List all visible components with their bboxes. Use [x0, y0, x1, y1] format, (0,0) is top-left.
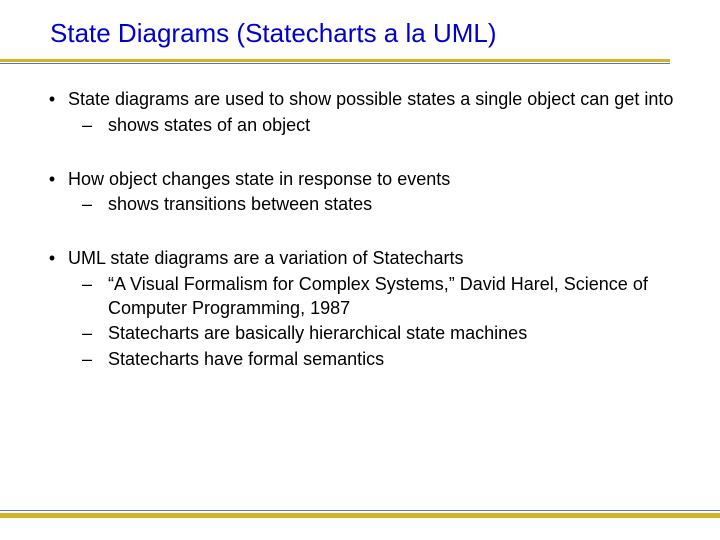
bullet-marker: • [40, 168, 64, 218]
bullet-marker: • [40, 247, 64, 372]
slide-title: State Diagrams (Statecharts a la UML) [50, 18, 720, 49]
sub-item: – Statecharts are basically hierarchical… [64, 322, 680, 346]
sub-text: shows states of an object [108, 114, 680, 138]
bullet-marker: • [40, 88, 64, 138]
sub-text: Statecharts have formal semantics [108, 348, 680, 372]
sub-item: – shows transitions between states [64, 193, 680, 217]
sub-marker: – [82, 114, 108, 138]
bullet-text: State diagrams are used to show possible… [64, 88, 680, 112]
footer-line-thick [0, 513, 720, 518]
slide-content: • State diagrams are used to show possib… [0, 64, 720, 372]
sub-marker: – [82, 322, 108, 346]
bullet-body: How object changes state in response to … [64, 168, 680, 218]
bullet-item: • State diagrams are used to show possib… [40, 88, 680, 138]
sub-text: shows transitions between states [108, 193, 680, 217]
sub-marker: – [82, 348, 108, 372]
sub-text: “A Visual Formalism for Complex Systems,… [108, 273, 680, 321]
bullet-item: • UML state diagrams are a variation of … [40, 247, 680, 372]
sub-marker: – [82, 273, 108, 321]
bullet-body: State diagrams are used to show possible… [64, 88, 680, 138]
title-area: State Diagrams (Statecharts a la UML) [0, 0, 720, 64]
bullet-item: • How object changes state in response t… [40, 168, 680, 218]
bullet-text: UML state diagrams are a variation of St… [64, 247, 680, 271]
sub-marker: – [82, 193, 108, 217]
footer-lines [0, 510, 720, 518]
bullet-body: UML state diagrams are a variation of St… [64, 247, 680, 372]
title-underline-thick [0, 59, 670, 62]
bullet-text: How object changes state in response to … [64, 168, 680, 192]
sub-item: – Statecharts have formal semantics [64, 348, 680, 372]
footer-line-thin [0, 510, 720, 511]
sub-text: Statecharts are basically hierarchical s… [108, 322, 680, 346]
sub-item: – shows states of an object [64, 114, 680, 138]
sub-item: – “A Visual Formalism for Complex System… [64, 273, 680, 321]
